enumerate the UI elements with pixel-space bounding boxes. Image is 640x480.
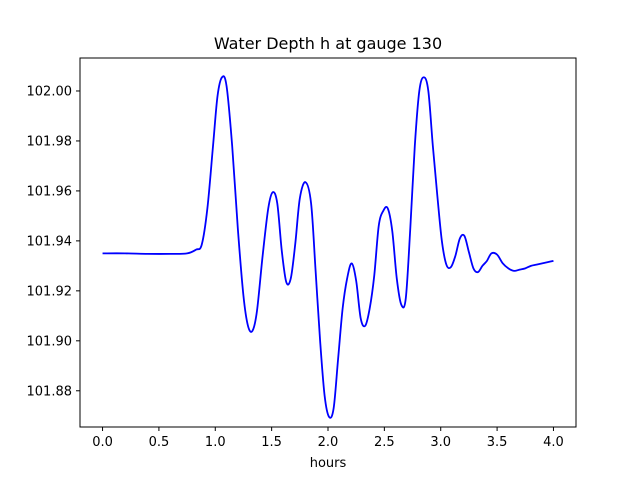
x-tick-label: 3.5 (487, 435, 508, 450)
x-tick-label: 0.5 (149, 435, 170, 450)
x-tick-label: 1.5 (261, 435, 282, 450)
x-tick-label: 2.0 (318, 435, 339, 450)
y-tick-label: 101.88 (27, 384, 73, 399)
x-axis: 0.0 0.5 1.0 1.5 2.0 2.5 3.0 3.5 4.0 (92, 427, 564, 450)
x-tick-label: 0.0 (92, 435, 113, 450)
series-line-water-depth (102, 75, 554, 419)
x-tick-label: 3.0 (430, 435, 451, 450)
y-tick-label: 101.98 (27, 134, 73, 149)
plot-frame (79, 57, 577, 428)
y-tick-label: 102.00 (27, 84, 73, 99)
y-tick-label: 101.90 (27, 334, 73, 349)
x-tick-label: 4.0 (543, 435, 564, 450)
y-tick-label: 101.96 (27, 184, 73, 199)
y-tick-label: 101.92 (27, 284, 73, 299)
plot-area (102, 75, 554, 419)
x-tick-label: 1.0 (205, 435, 226, 450)
x-axis-label: hours (310, 456, 347, 471)
chart-title: Water Depth h at gauge 130 (214, 34, 442, 53)
y-tick-label: 101.94 (27, 234, 73, 249)
x-tick-label: 2.5 (374, 435, 395, 450)
y-axis: 101.88 101.90 101.92 101.94 101.96 101.98 102.… (27, 84, 80, 399)
